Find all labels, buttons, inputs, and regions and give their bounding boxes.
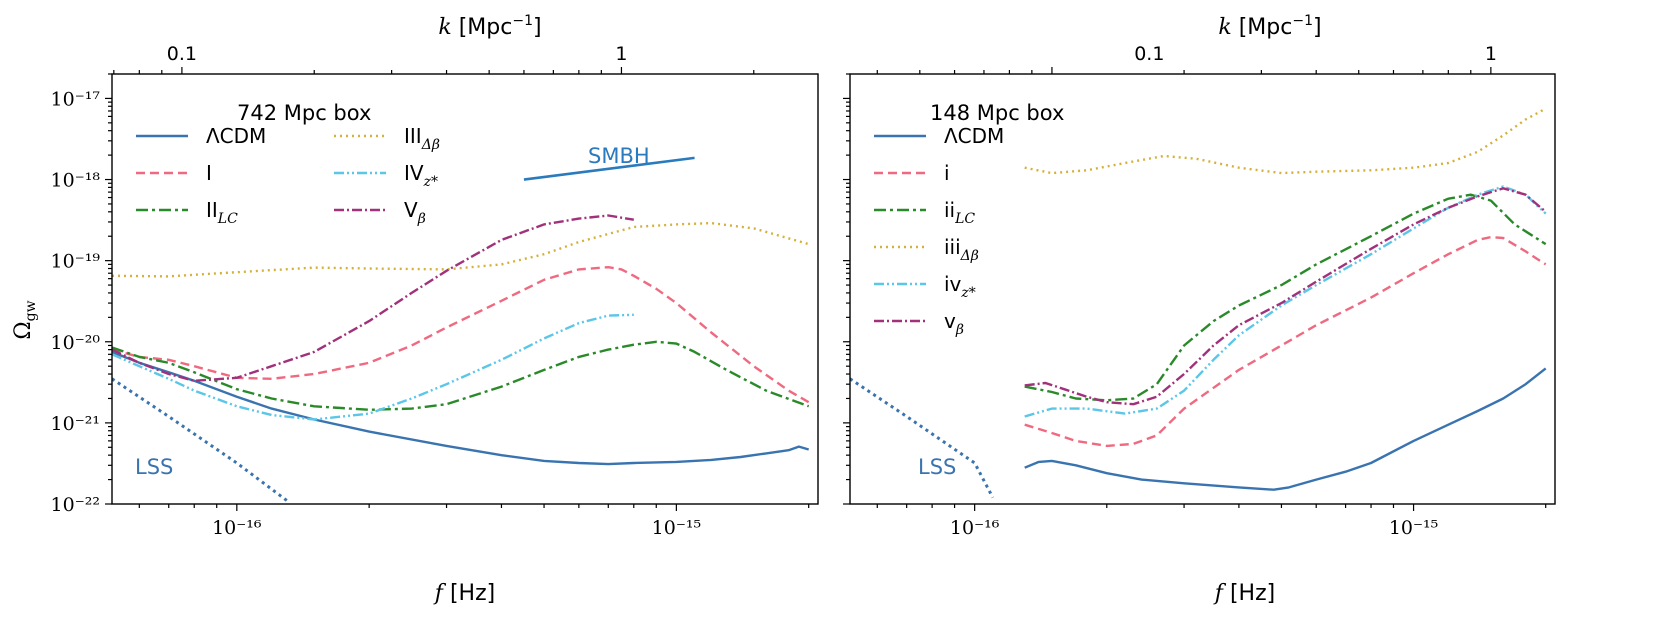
y-axis-label: Ωgw — [11, 300, 39, 339]
right-top-tick-label: 0.1 — [1134, 43, 1164, 65]
left-axes-frame — [111, 73, 819, 505]
left-x-axis-label: f [Hz] — [433, 581, 495, 606]
left-y-tick-label: 10⁻²⁰ — [51, 332, 101, 354]
smbh-line — [523, 156, 695, 181]
left-top-axis-label-exp: −1 — [512, 13, 533, 29]
right-top-axis-label-exp: −1 — [1292, 13, 1313, 29]
right-top-axis-label-k: k — [1218, 15, 1231, 40]
right-series-v — [1024, 187, 1547, 406]
left-y-tick-label: 10⁻¹⁹ — [51, 251, 101, 273]
right-x-tick-label: 10⁻¹⁶ — [950, 517, 1000, 539]
left-top-axis-label-unit: [Mpc — [452, 15, 513, 40]
right-legend-label-lcdm: ΛCDM — [944, 124, 1004, 148]
right-panel-title: 148 Mpc box — [930, 101, 1064, 125]
right-lss-label: LSS — [918, 455, 956, 479]
left-top-tick-label: 0.1 — [167, 43, 197, 65]
right-legend-label-ii: iiLC — [944, 198, 975, 227]
left-legend-label-I: I — [206, 161, 212, 185]
left-lss-label: LSS — [135, 455, 173, 479]
left-legend-label-lcdm: ΛCDM — [206, 124, 266, 148]
left-series-V — [112, 214, 634, 382]
left-plot-area: 10⁻²² 10⁻²¹ 10⁻²⁰ 10⁻¹⁹ 10⁻¹⁸ 10⁻¹⁷ 10⁻¹⁶ 10⁻¹⁵… — [51, 43, 819, 539]
left-y-tick-label: 10⁻²¹ — [51, 413, 100, 435]
smbh-label: SMBH — [588, 144, 650, 168]
right-series-iv — [1024, 185, 1547, 418]
left-y-tick-label: 10⁻¹⁷ — [51, 88, 101, 110]
right-legend-label-iii: iiiΔβ — [944, 235, 979, 264]
right-legend-label-iv: ivz* — [944, 272, 976, 301]
left-series-IV — [112, 313, 634, 421]
left-series-III — [112, 221, 810, 278]
right-plot-area: 10⁻¹⁶ 10⁻¹⁵ 0.1 1 ΛCDM i iiLC iiiΔβ ivz* vβ — [843, 43, 1556, 539]
y-axis-label-sub: gw — [23, 300, 39, 321]
panel-left: 10⁻²² 10⁻²¹ 10⁻²⁰ 10⁻¹⁹ 10⁻¹⁸ 10⁻¹⁷ 10⁻¹⁶ 10⁻¹⁵… — [51, 13, 819, 606]
right-series-iii — [1024, 107, 1547, 175]
right-x-tick-label: 10⁻¹⁵ — [1389, 517, 1438, 539]
right-series-ii — [1024, 193, 1547, 402]
left-x-tick-label: 10⁻¹⁶ — [212, 517, 262, 539]
left-top-axis-label: k [Mpc−1] — [438, 13, 541, 40]
right-x-axis-label-unit: [Hz] — [1223, 581, 1275, 606]
left-legend-label-II: IILC — [206, 198, 238, 227]
left-series-lcdm — [112, 350, 810, 466]
left-legend-label-IV: IVz* — [404, 161, 438, 190]
left-x-tick-label: 10⁻¹⁵ — [652, 517, 701, 539]
right-top-axis-label-unit: [Mpc — [1232, 15, 1293, 40]
right-top-axis-label: k [Mpc−1] — [1218, 13, 1321, 40]
right-legend-label-v: vβ — [944, 309, 964, 338]
right-legend-label-i: i — [944, 161, 950, 185]
left-panel-title: 742 Mpc box — [237, 101, 371, 125]
right-top-tick-label: 1 — [1485, 43, 1497, 65]
right-series-LSS — [850, 377, 995, 499]
right-series-i — [1024, 235, 1547, 448]
left-y-tick-label: 10⁻¹⁸ — [51, 170, 101, 192]
right-x-axis-label: f [Hz] — [1213, 581, 1275, 606]
left-series-LSS — [112, 377, 288, 502]
left-y-tick-label: 10⁻²² — [51, 494, 100, 516]
right-series-lcdm — [1024, 367, 1547, 491]
panel-right: 10⁻¹⁶ 10⁻¹⁵ 0.1 1 ΛCDM i iiLC iiiΔβ ivz* vβ 148 M… — [843, 13, 1556, 606]
left-legend-label-V: Vβ — [404, 198, 426, 227]
left-x-axis-label-unit: [Hz] — [443, 581, 495, 606]
left-legend-label-III: IIIΔβ — [404, 124, 440, 153]
left-top-axis-label-close: ] — [533, 15, 542, 40]
right-top-axis-label-close: ] — [1313, 15, 1322, 40]
left-series-I — [112, 266, 810, 404]
left-top-tick-label: 1 — [615, 43, 627, 65]
left-series-II — [112, 340, 810, 411]
right-axes-frame — [849, 73, 1556, 505]
left-top-axis-label-k: k — [438, 15, 451, 40]
y-axis-label-main: Ω — [11, 321, 36, 339]
